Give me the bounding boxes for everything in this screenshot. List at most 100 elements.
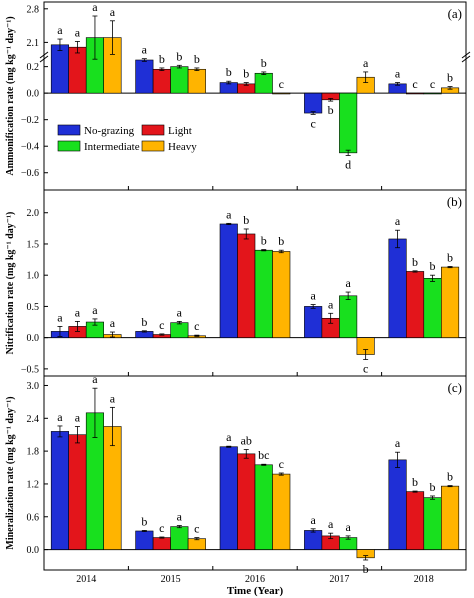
y-tick-label: 0.0 <box>27 333 40 344</box>
significance-letter: b <box>159 52 165 66</box>
significance-letter: a <box>395 67 401 81</box>
significance-letter: a <box>142 43 148 57</box>
significance-letter: a <box>345 276 351 290</box>
bar <box>304 306 323 338</box>
axis-break-mark <box>461 55 471 63</box>
significance-letter: b <box>412 475 418 489</box>
significance-letter: a <box>226 430 232 444</box>
panel-label: (a) <box>448 6 462 21</box>
bar <box>405 92 425 95</box>
bar <box>423 278 442 338</box>
bar <box>405 491 425 550</box>
plot-frame <box>43 375 467 571</box>
legend-label: Light <box>168 125 192 137</box>
significance-letter: a <box>226 207 232 221</box>
legend-swatch <box>57 140 81 152</box>
bar <box>388 238 407 338</box>
bar <box>254 464 273 550</box>
bar <box>50 431 70 550</box>
y-tick-label: 2.8 <box>27 4 40 15</box>
y-tick-label: −0.2 <box>21 115 39 126</box>
significance-letter: a <box>75 411 81 425</box>
y-tick-label: 2.1 <box>27 38 40 49</box>
y-tick-label: −0.6 <box>21 168 39 179</box>
bar <box>388 459 407 550</box>
significance-letter: a <box>92 372 98 386</box>
legend: No-grazing Light Intermediate Heavy <box>57 124 197 153</box>
significance-letter: a <box>57 310 63 324</box>
plot-frame <box>43 1 467 191</box>
significance-letter: a <box>110 316 116 330</box>
significance-letter: a <box>177 305 183 319</box>
bar <box>440 266 460 338</box>
significance-letter: b <box>412 255 418 269</box>
bar <box>423 497 442 550</box>
legend-label: No-grazing <box>84 125 135 137</box>
significance-letter: a <box>92 303 98 317</box>
significance-letter: b <box>430 259 436 273</box>
significance-letter: d <box>345 157 351 171</box>
significance-letter: b <box>447 470 453 484</box>
bar <box>219 223 238 338</box>
y-tick-label: 0.2 <box>27 62 40 73</box>
bar <box>170 526 189 550</box>
significance-letter: b <box>243 67 249 81</box>
y-tick-label: 1.2 <box>27 479 40 490</box>
bar <box>272 92 291 95</box>
bar <box>405 271 425 338</box>
y-tick-label: −0.4 <box>21 142 39 153</box>
y-tick-label: 0.6 <box>27 512 40 523</box>
significance-letter: b <box>447 71 453 85</box>
significance-letter: a <box>57 410 63 424</box>
significance-letter: c <box>363 362 368 376</box>
bar <box>423 92 442 95</box>
significance-letter: c <box>412 77 417 91</box>
significance-letter: b <box>226 65 232 79</box>
bar <box>254 249 273 338</box>
bar <box>339 92 358 154</box>
legend-label: Heavy <box>168 141 197 153</box>
significance-letter: b <box>141 514 147 528</box>
axis-break-mark <box>39 55 49 63</box>
axis-break-mark <box>461 51 471 59</box>
y-tick-label: 2.0 <box>27 208 40 219</box>
significance-letter: c <box>310 116 315 130</box>
axis-break-mark <box>39 51 49 59</box>
panel-label: (b) <box>447 194 462 209</box>
significance-letter: a <box>328 517 334 531</box>
bar <box>219 446 238 550</box>
significance-letter: b <box>261 234 267 248</box>
bar <box>170 66 189 94</box>
y-tick-label: 0.0 <box>27 545 40 556</box>
bar <box>237 233 256 338</box>
significance-letter: c <box>159 521 164 535</box>
legend-swatch <box>57 124 81 136</box>
significance-letter: a <box>177 510 183 524</box>
significance-letter: a <box>363 56 369 70</box>
significance-letter: b <box>278 234 284 248</box>
bar <box>68 434 87 550</box>
significance-letter: b <box>447 250 453 264</box>
bar <box>50 44 70 94</box>
significance-letter: a <box>395 214 401 228</box>
significance-letter: b <box>194 52 200 66</box>
significance-letter: a <box>328 297 334 311</box>
significance-letter: a <box>110 391 116 405</box>
legend-swatch <box>141 140 165 152</box>
x-axis-label: Time (Year) <box>227 585 284 597</box>
significance-letter: b <box>363 562 369 576</box>
x-tick-label: 2018 <box>414 574 434 585</box>
bar <box>135 530 154 550</box>
legend-swatch <box>141 124 165 136</box>
significance-letter: a <box>110 5 116 19</box>
significance-letter: c <box>159 318 164 332</box>
significance-letter: b <box>176 49 182 63</box>
bar <box>237 453 256 550</box>
significance-letter: ab <box>241 433 252 447</box>
bar <box>187 68 206 94</box>
significance-letter: c <box>279 77 284 91</box>
x-tick-label: 2015 <box>161 574 181 585</box>
y-tick-label: 1.8 <box>27 447 40 458</box>
